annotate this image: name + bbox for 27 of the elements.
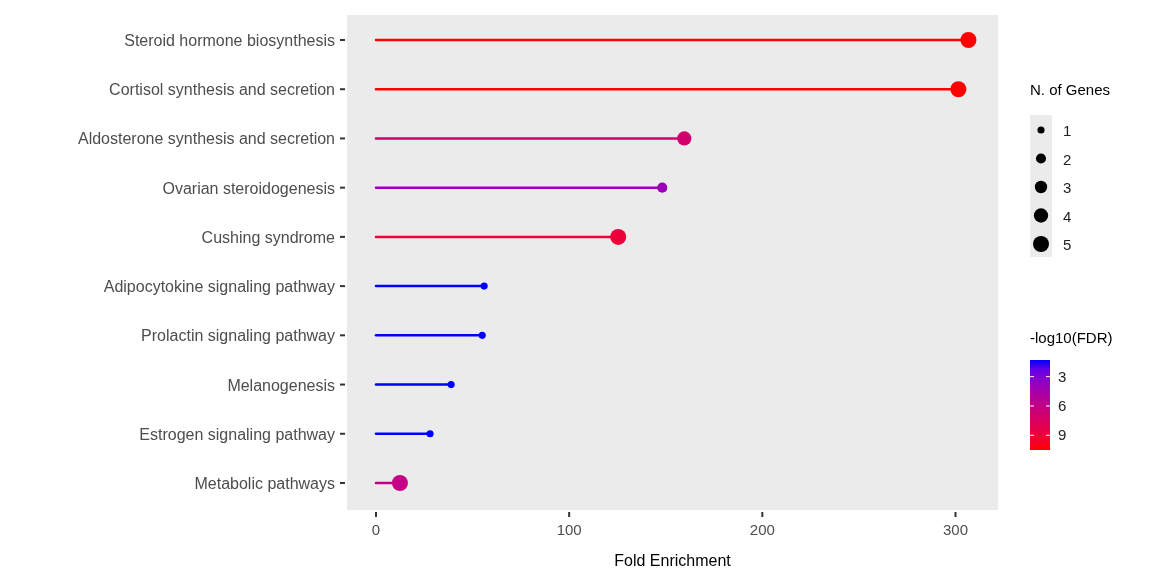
color-bar-label: 6: [1058, 396, 1067, 414]
legend-label: 4: [1063, 207, 1072, 225]
y-tick-label: Cortisol synthesis and secretion: [109, 81, 335, 99]
legend-label: 1: [1063, 122, 1072, 139]
color-bar-title: -log10(FDR): [1030, 329, 1113, 346]
point: [677, 131, 692, 146]
y-tick-label: Cushing syndrome: [201, 228, 336, 246]
y-tick-label: Adipocytokine signaling pathway: [103, 278, 335, 296]
x-tick-label: 200: [749, 521, 775, 538]
y-tick-label: Prolactin signaling pathway: [141, 327, 335, 345]
y-tick-label: Metabolic pathways: [194, 475, 335, 492]
x-tick-label: 0: [371, 521, 381, 538]
legend-label: 2: [1063, 150, 1072, 168]
color-bar-label: 9: [1058, 426, 1067, 444]
legend-title: N. of Genes: [1030, 81, 1111, 98]
point: [657, 182, 668, 193]
x-tick-label: 100: [556, 521, 582, 538]
y-tick-label: Aldosterone synthesis and secretion: [77, 130, 335, 148]
legend-label: 5: [1063, 236, 1072, 253]
x-tick-label: 300: [942, 521, 969, 538]
y-tick-label: Melanogenesis: [227, 376, 335, 394]
x-axis-title: Fold Enrichment: [614, 552, 732, 569]
legend-label: 3: [1063, 179, 1072, 196]
y-tick-label: Steroid hormone biosynthesis: [124, 32, 335, 49]
y-tick-label: Ovarian steroidogenesis: [162, 179, 335, 197]
color-bar-label: 3: [1058, 367, 1067, 385]
y-tick-label: Estrogen signaling pathway: [139, 425, 335, 443]
